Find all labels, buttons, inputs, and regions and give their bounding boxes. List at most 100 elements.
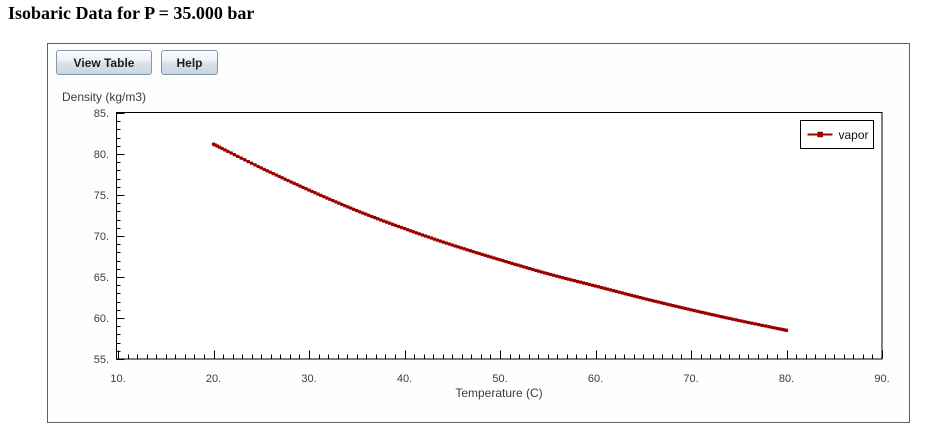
data-point-marker [486,254,490,258]
data-point-marker [760,323,764,327]
data-point-marker [507,260,511,265]
data-point-marker [376,217,380,221]
data-point-marker [271,172,275,176]
data-point-marker [322,195,326,199]
data-point-marker [770,325,774,329]
data-point-marker [546,272,550,276]
data-point-marker [277,174,281,178]
data-point-marker [379,218,383,222]
data-point-marker [743,320,747,324]
data-point-marker [382,219,386,223]
data-point-marker [671,304,675,308]
data-point-marker [334,200,338,204]
data-point-marker [239,156,243,160]
data-point-marker [370,214,374,219]
data-point-marker [295,183,299,187]
data-point-marker [292,181,296,185]
data-point-marker [531,267,535,272]
data-point-marker [549,272,553,277]
data-point-marker [337,201,341,205]
data-point-marker [665,302,669,306]
data-point-marker [555,274,559,278]
data-point-marker [650,298,654,303]
legend: vapor [800,120,874,149]
data-point-marker [246,160,250,164]
data-point-marker [614,289,618,293]
data-point-marker [584,282,589,286]
data-point-marker [644,297,648,301]
data-point-marker [468,249,472,253]
data-point-marker [459,246,463,250]
y-tick-label: 65. [94,272,109,284]
data-point-marker [641,296,645,300]
data-point-marker [489,255,493,259]
data-point-marker [325,196,329,200]
data-point-marker [408,229,413,233]
data-point-marker [283,177,287,181]
data-point-marker [626,292,630,297]
data-point-marker [236,154,240,158]
data-point-marker [310,189,314,193]
data-point-marker [229,151,233,155]
data-point-marker [298,184,302,188]
data-point-marker [441,240,445,244]
data-point-marker [731,317,735,321]
data-point-marker [767,325,771,329]
data-point-marker [289,180,293,184]
data-point-marker [352,207,356,211]
data-point-marker [638,296,642,300]
view-table-button[interactable]: View Table [56,50,152,75]
data-point-marker [537,269,541,273]
data-point-marker [495,257,499,261]
data-point-marker [683,306,687,310]
data-point-marker [764,324,768,328]
x-tick-label: 20. [206,373,221,385]
data-point-marker [447,242,451,246]
data-point-marker [462,247,466,251]
data-point-marker [259,166,263,170]
data-point-marker [750,321,754,325]
data-point-marker [716,314,720,318]
x-axis-title: Temperature (C) [455,386,542,400]
data-point-marker [492,256,496,260]
data-point-marker [213,143,217,147]
data-point-marker [543,271,547,275]
data-point-marker [695,309,699,313]
data-point-marker [576,279,580,284]
data-point-marker [474,251,478,255]
x-tick-label: 90. [874,373,889,385]
data-point-marker [301,185,305,189]
data-point-marker [617,290,621,294]
data-point-marker [223,148,227,152]
data-point-marker [728,316,732,321]
data-point-marker [516,263,520,267]
data-point-marker [465,248,469,252]
data-point-marker [656,300,660,304]
data-point-marker [316,192,320,196]
help-button[interactable]: Help [161,50,218,75]
data-point-marker [773,326,777,330]
data-point-marker [710,313,714,317]
data-point-marker [561,276,565,280]
data-point-marker [265,169,269,173]
data-point-marker [414,231,418,235]
data-point-marker [608,288,612,292]
data-point-marker [402,227,407,231]
x-tick-label: 50. [492,373,507,385]
data-point-marker [232,153,236,157]
data-point-marker [243,158,247,162]
data-point-marker [528,267,532,271]
data-point-marker [573,279,577,283]
series-vapor [211,142,789,332]
data-point-marker [450,243,454,247]
data-point-marker [423,234,427,238]
data-point-marker [349,206,353,210]
data-point-marker [253,163,257,167]
data-point-marker [373,216,377,220]
data-point-marker [567,277,571,281]
data-point-marker [522,265,526,269]
data-point-marker [420,233,424,237]
data-point-marker [405,228,410,232]
data-point-marker [596,285,601,289]
data-point-marker [426,235,430,239]
